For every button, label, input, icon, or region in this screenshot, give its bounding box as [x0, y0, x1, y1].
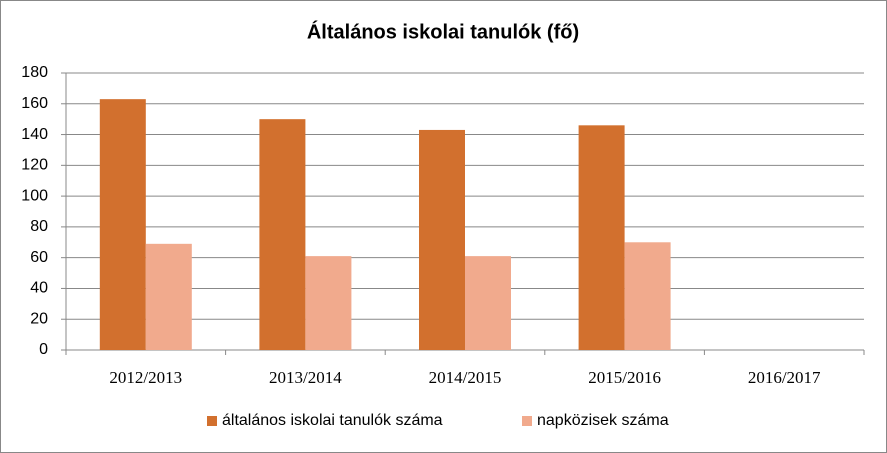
bar: [465, 256, 511, 350]
legend-swatch: [522, 416, 532, 426]
legend-label: általános iskolai tanulók száma: [222, 412, 443, 429]
legend-swatch: [207, 416, 217, 426]
x-tick-label: 2016/2017: [748, 368, 821, 387]
x-tick-label: 2013/2014: [269, 368, 342, 387]
y-tick-label: 120: [21, 157, 48, 174]
bar: [419, 129, 465, 350]
bar: [99, 99, 146, 351]
y-tick-label: 0: [39, 341, 48, 358]
bar: [578, 125, 625, 350]
y-tick-label: 100: [21, 187, 48, 204]
chart-title: Általános iskolai tanulók (fő): [307, 20, 579, 43]
legend-label: napközisek száma: [537, 412, 669, 429]
y-tick-label: 180: [21, 64, 48, 81]
bar: [624, 242, 671, 350]
y-tick-label: 20: [30, 310, 48, 327]
y-tick-label: 60: [30, 249, 48, 266]
bar: [259, 119, 306, 351]
y-tick-label: 160: [21, 95, 48, 112]
x-tick-label: 2014/2015: [429, 368, 502, 387]
y-tick-label: 80: [30, 218, 48, 235]
x-tick-label: 2015/2016: [588, 368, 661, 387]
bar: [145, 243, 192, 350]
x-tick-label: 2012/2013: [109, 368, 182, 387]
bar: [305, 256, 352, 350]
y-tick-label: 140: [21, 126, 48, 143]
y-tick-label: 40: [30, 280, 48, 297]
